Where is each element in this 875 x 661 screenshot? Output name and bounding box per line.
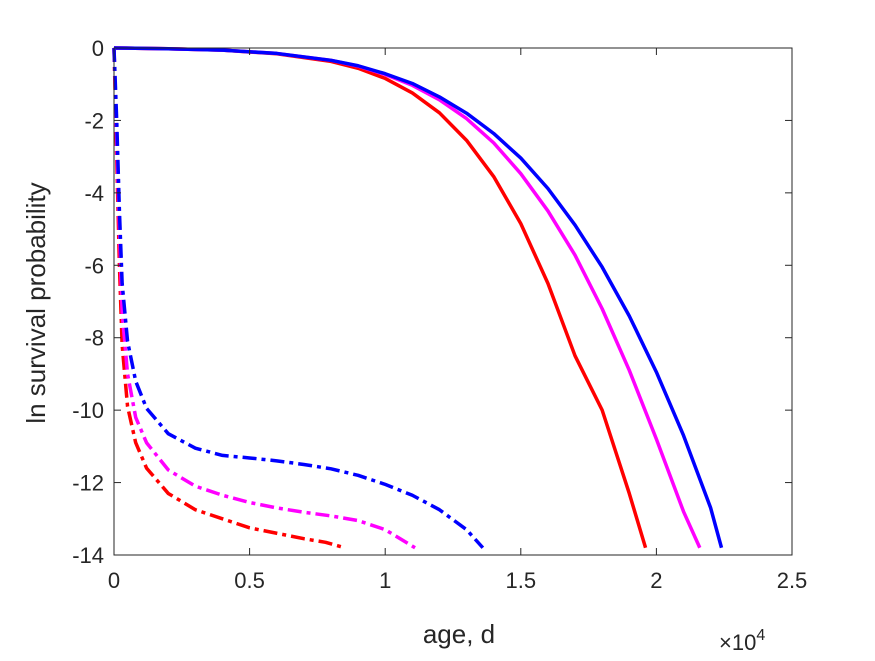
plot-area	[114, 48, 792, 555]
x-tick-label: 2.5	[777, 568, 808, 593]
x-tick-label: 1	[379, 568, 391, 593]
x-axis-exponent-base: ×10	[719, 630, 756, 655]
y-tick-label: 0	[92, 36, 104, 61]
axes-layer: 0 0.5 1 1.5 2 2.5 0 -2 -4 -6 -8 -10 -12 -14	[72, 36, 807, 593]
y-tick-label: -4	[84, 181, 104, 206]
x-axis-exponent-power: 4	[756, 627, 765, 644]
x-tick-label: 2	[650, 568, 662, 593]
series-line-6	[112, 47, 485, 549]
series-line-3	[113, 46, 724, 549]
y-tick-label: -8	[84, 326, 104, 351]
plot-background	[114, 48, 792, 555]
x-tick-label: 0	[108, 568, 120, 593]
x-axis-label: age, d	[423, 619, 495, 649]
y-tick-label: -2	[84, 108, 104, 133]
y-tick-label: -14	[72, 543, 104, 568]
x-tick-label: 1.5	[506, 568, 537, 593]
x-tick-label: 0.5	[234, 568, 265, 593]
y-tick-label: -10	[72, 398, 104, 423]
y-tick-label: -12	[72, 471, 104, 496]
axes-box	[113, 47, 793, 556]
y-axis-label: ln survival probability	[21, 182, 51, 423]
x-axis-exponent-label: ×104	[719, 627, 765, 655]
series-layer	[112, 46, 724, 550]
y-tick-label: -6	[84, 253, 104, 278]
